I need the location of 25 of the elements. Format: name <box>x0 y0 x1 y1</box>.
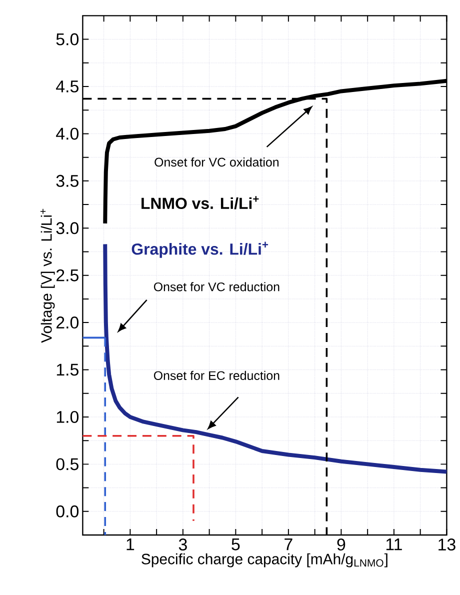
annotation: Onset for VC reduction <box>154 282 280 292</box>
y-tick-label: 4.0 <box>56 128 79 140</box>
series-label: Graphite vs. Li/Li$^{+}$ <box>132 242 268 258</box>
y-axis-title: Voltage [V] vs. Li/Li$^{+}$ <box>40 208 55 343</box>
text: LNMO vs. Li/Li$^{+}$ <box>142 196 259 210</box>
x-axis-title: Specific charge capacity [mAh/g$_{LNMO}$] <box>142 553 388 568</box>
y-tick-label: 4.5 <box>56 80 78 92</box>
y-tick-label: 5.0 <box>56 33 79 46</box>
y-tick-label: 0.0 <box>56 505 79 518</box>
x-tick-label: 9 <box>337 538 346 551</box>
x-tick-label: 13 <box>438 538 456 551</box>
annotation: Onset for EC reduction <box>154 370 280 380</box>
y-tick-label: 0.5 <box>56 458 78 470</box>
x-tick-label: 7 <box>284 538 292 550</box>
x-tick-label: 11 <box>386 538 402 550</box>
y-tick-label: 1.5 <box>56 364 78 376</box>
y-tick-label: 3.0 <box>56 222 79 234</box>
y-tick-label: 3.5 <box>56 174 78 187</box>
annotation: Onset for VC oxidation <box>154 157 279 167</box>
x-tick-label: 3 <box>178 538 187 551</box>
y-tick-label: 1.0 <box>56 410 79 423</box>
y-tick-label: 2.5 <box>56 269 78 282</box>
x-tick-label: 1 <box>126 538 134 550</box>
y-tick-label: 2.0 <box>56 316 79 329</box>
x-tick-label: 5 <box>232 538 240 550</box>
